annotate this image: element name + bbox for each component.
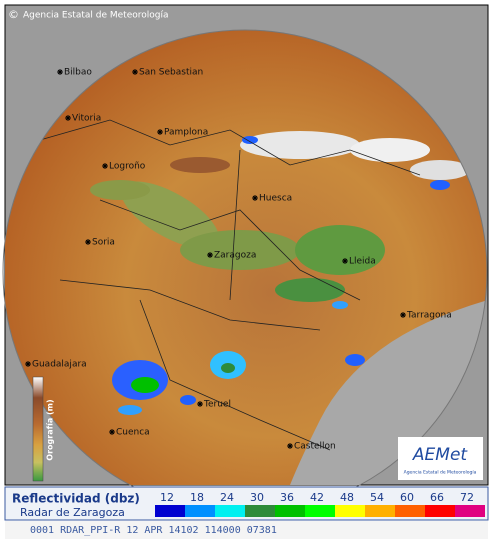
city-label: Soria xyxy=(92,238,115,248)
logo-name: AEMet xyxy=(412,445,468,465)
level-swatch xyxy=(455,505,485,517)
level-label: 12 xyxy=(160,491,174,504)
city-label: Bilbao xyxy=(64,68,92,78)
city-marker xyxy=(85,239,91,245)
city-label: Zaragoza xyxy=(214,251,256,261)
level-label: 66 xyxy=(430,491,444,504)
city-marker xyxy=(252,195,258,201)
city-marker xyxy=(400,312,406,318)
city-label: Tarragona xyxy=(406,311,452,321)
city-label: Lleida xyxy=(349,257,376,267)
reflectivity-scale: 12 18 24 30 36 42 48 54 60 66 72 xyxy=(155,491,485,517)
city-label: Pamplona xyxy=(164,128,208,138)
legend-title: Reflectividad (dbz) xyxy=(12,492,140,506)
legend-subtitle: Radar de Zaragoza xyxy=(20,506,125,519)
status-bar xyxy=(5,521,488,539)
agency-name: Agencia Estatal de Meteorología xyxy=(23,11,169,21)
logo-box xyxy=(398,437,483,480)
level-swatch xyxy=(275,505,305,517)
city-marker xyxy=(65,115,71,121)
city-marker xyxy=(287,443,293,449)
level-swatch xyxy=(305,505,335,517)
level-label: 36 xyxy=(280,491,294,504)
level-swatch xyxy=(395,505,425,517)
city-marker xyxy=(102,163,108,169)
city-label: Logroño xyxy=(109,162,146,172)
level-label: 24 xyxy=(220,491,234,504)
city-marker xyxy=(25,361,31,367)
city-label: Castellon xyxy=(294,442,336,452)
city-marker xyxy=(109,429,115,435)
orography-bar xyxy=(32,376,44,482)
city-label: Cuenca xyxy=(116,428,150,438)
level-swatch xyxy=(185,505,215,517)
city-label: San Sebastian xyxy=(139,68,203,78)
level-label: 60 xyxy=(400,491,414,504)
level-label: 30 xyxy=(250,491,264,504)
level-swatch xyxy=(245,505,275,517)
city-marker xyxy=(132,69,138,75)
level-label: 42 xyxy=(310,491,324,504)
level-swatch xyxy=(365,505,395,517)
city-label: Teruel xyxy=(203,400,231,410)
level-swatch xyxy=(215,505,245,517)
copyright: © xyxy=(8,8,19,21)
level-label: 18 xyxy=(190,491,204,504)
level-swatch xyxy=(425,505,455,517)
logo-subtitle: Agencia Estatal de Meteorología xyxy=(404,469,477,476)
city-marker xyxy=(342,258,348,264)
terrain xyxy=(5,30,487,485)
orography-title: Orografía (m) xyxy=(46,399,55,460)
city-label: Huesca xyxy=(259,194,292,204)
city-labels: Bilbao San Sebastian Vitoria Pamplona Logroñ… xyxy=(25,68,452,452)
level-label: 72 xyxy=(460,491,474,504)
city-label: Vitoria xyxy=(72,114,101,124)
level-label: 54 xyxy=(370,491,384,504)
city-marker xyxy=(57,69,63,75)
status-text: 0001 RDAR_PPI-R 12 APR 14102 114000 0738… xyxy=(30,525,277,536)
level-swatch xyxy=(155,505,185,517)
city-marker xyxy=(207,252,213,258)
level-label: 48 xyxy=(340,491,354,504)
city-marker xyxy=(197,401,203,407)
level-swatch xyxy=(335,505,365,517)
city-label: Guadalajara xyxy=(32,360,87,370)
city-marker xyxy=(157,129,163,135)
